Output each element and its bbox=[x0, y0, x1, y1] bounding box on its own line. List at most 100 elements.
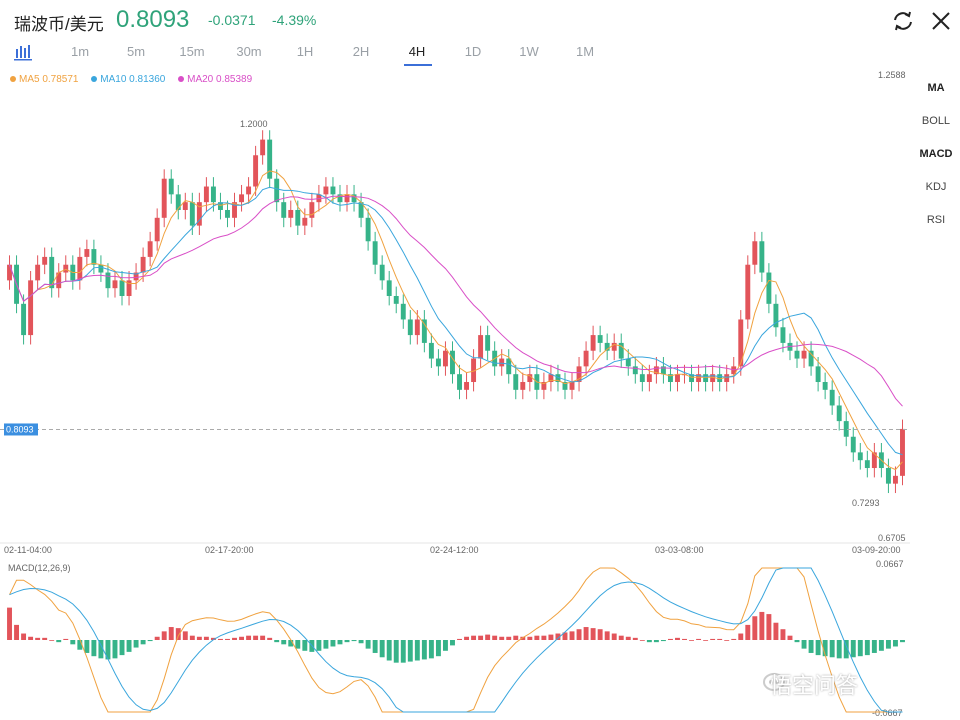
macd-bar bbox=[878, 640, 884, 651]
candle-body bbox=[407, 319, 413, 336]
candlestick-series bbox=[7, 130, 905, 494]
indicator-ma[interactable]: MA bbox=[927, 82, 945, 94]
candle-body bbox=[168, 178, 174, 195]
macd-bar bbox=[766, 614, 772, 640]
tab-2h[interactable]: 2H bbox=[352, 44, 370, 59]
candle-body bbox=[625, 358, 631, 367]
macd-bar bbox=[675, 637, 680, 640]
macd-bar bbox=[70, 640, 76, 645]
candle-body bbox=[597, 335, 603, 343]
candle-body bbox=[112, 280, 118, 289]
macd-bar bbox=[450, 640, 455, 646]
candle-body bbox=[182, 202, 188, 210]
refresh-icon[interactable] bbox=[890, 8, 916, 34]
macd-bar bbox=[499, 636, 505, 640]
candle-body bbox=[358, 202, 364, 218]
macd-bar bbox=[520, 636, 526, 640]
tab-1d[interactable]: 1D bbox=[464, 44, 482, 59]
macd-bar bbox=[590, 628, 596, 640]
macd-bar bbox=[232, 637, 237, 640]
candle-body bbox=[653, 366, 659, 375]
candle-body bbox=[435, 358, 441, 367]
macd-bar bbox=[562, 632, 568, 640]
candle-body bbox=[98, 264, 104, 273]
candle-body bbox=[836, 405, 842, 422]
macd-bar bbox=[316, 640, 322, 651]
candle-body bbox=[105, 272, 111, 289]
candle-body bbox=[675, 374, 680, 383]
macd-bar bbox=[506, 636, 512, 640]
macd-bar bbox=[302, 640, 308, 651]
macd-bottom-label: -0.0667 bbox=[872, 708, 903, 718]
candle-body bbox=[351, 194, 357, 203]
candle-body bbox=[583, 350, 589, 367]
macd-bar bbox=[527, 636, 533, 640]
candle-body bbox=[365, 217, 371, 242]
macd-bar bbox=[189, 635, 195, 640]
candle-body bbox=[295, 209, 301, 226]
macd-bar bbox=[555, 633, 561, 640]
macd-bar bbox=[133, 640, 139, 648]
ma10-dot bbox=[91, 76, 98, 82]
macd-bar bbox=[815, 640, 821, 656]
macd-bar bbox=[77, 640, 83, 650]
candle-body bbox=[801, 350, 807, 359]
candle-body bbox=[119, 280, 125, 296]
indicator-rsi[interactable]: RSI bbox=[926, 214, 946, 226]
macd-bar bbox=[267, 637, 273, 640]
candle-body bbox=[773, 303, 779, 328]
macd-bar bbox=[885, 640, 891, 649]
candle-body bbox=[225, 209, 230, 218]
macd-bar bbox=[696, 638, 702, 640]
tab-15m[interactable]: 15m bbox=[179, 44, 205, 59]
macd-bar bbox=[295, 640, 301, 649]
candle-body bbox=[196, 202, 202, 226]
candle-body bbox=[499, 358, 505, 367]
ma5-dot bbox=[10, 76, 16, 82]
macd-bar bbox=[773, 622, 779, 640]
candle-body bbox=[35, 264, 41, 281]
tab-4h[interactable]: 4H bbox=[408, 44, 426, 59]
pair-title: 瑞波币/美元 bbox=[14, 15, 104, 34]
legend-ma5: MA5 0.78571 bbox=[10, 74, 79, 85]
macd-top-label: 0.0667 bbox=[876, 559, 904, 569]
close-icon[interactable] bbox=[928, 8, 954, 34]
candle-body bbox=[309, 202, 315, 218]
candle-body bbox=[829, 389, 835, 406]
macd-bar bbox=[618, 635, 624, 640]
candle-body bbox=[485, 335, 491, 351]
tab-1mo[interactable]: 1M bbox=[575, 44, 595, 59]
candle-body bbox=[260, 139, 266, 156]
macd-bar bbox=[330, 640, 336, 647]
macd-bar bbox=[372, 640, 378, 653]
macd-bar bbox=[548, 634, 554, 640]
tab-1w[interactable]: 1W bbox=[519, 44, 539, 59]
candle-body bbox=[77, 256, 83, 281]
indicator-kdj[interactable]: KDJ bbox=[925, 181, 947, 193]
macd-bar bbox=[21, 633, 27, 640]
tab-1m[interactable]: 1m bbox=[70, 44, 90, 59]
macd-bar bbox=[710, 638, 716, 640]
candle-body bbox=[660, 366, 666, 375]
candle-body bbox=[246, 186, 252, 195]
indicator-macd[interactable]: MACD bbox=[919, 148, 953, 160]
tab-5m[interactable]: 5m bbox=[126, 44, 146, 59]
candle-body bbox=[885, 468, 891, 484]
tab-30m[interactable]: 30m bbox=[236, 44, 262, 59]
macd-bar bbox=[485, 634, 491, 640]
macd-bar bbox=[871, 640, 877, 653]
wukong-logo-icon bbox=[763, 673, 785, 691]
candle-body bbox=[126, 280, 132, 296]
candle-body bbox=[478, 335, 484, 359]
candle-body bbox=[428, 342, 434, 359]
candle-body bbox=[780, 327, 786, 343]
macd-bar bbox=[14, 624, 20, 640]
macd-bar bbox=[365, 640, 371, 649]
candle-body bbox=[232, 202, 237, 218]
candlestick-chart-icon[interactable] bbox=[14, 43, 32, 61]
macd-bar bbox=[323, 640, 329, 649]
tab-1h[interactable]: 1H bbox=[296, 44, 314, 59]
macd-bar bbox=[63, 638, 69, 640]
indicator-boll[interactable]: BOLL bbox=[921, 115, 951, 127]
